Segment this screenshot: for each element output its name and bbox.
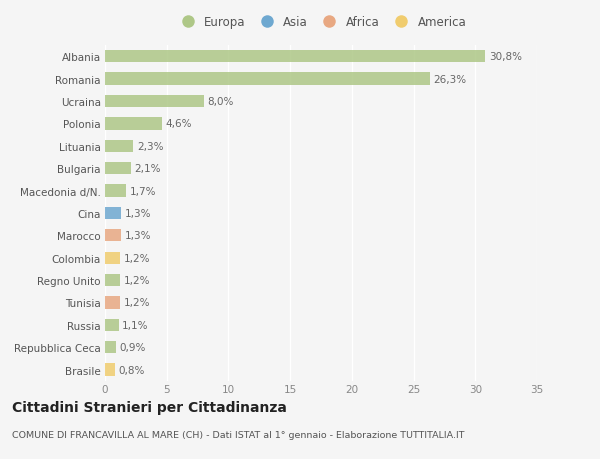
Text: 0,8%: 0,8%: [119, 365, 145, 375]
Bar: [105, 230, 121, 242]
Text: 0,9%: 0,9%: [120, 342, 146, 353]
Text: Cittadini Stranieri per Cittadinanza: Cittadini Stranieri per Cittadinanza: [12, 400, 287, 414]
Bar: [105, 51, 485, 63]
Text: 1,2%: 1,2%: [124, 298, 150, 308]
Text: 1,3%: 1,3%: [125, 208, 151, 218]
Text: 2,3%: 2,3%: [137, 141, 164, 151]
Bar: [105, 95, 204, 108]
Bar: [105, 364, 115, 376]
Bar: [105, 274, 120, 286]
Bar: [105, 185, 126, 197]
Text: 4,6%: 4,6%: [166, 119, 192, 129]
Text: 1,7%: 1,7%: [130, 186, 156, 196]
Bar: [105, 297, 120, 309]
Bar: [105, 319, 119, 331]
Bar: [105, 73, 430, 85]
Text: 30,8%: 30,8%: [489, 52, 522, 62]
Bar: [105, 162, 131, 175]
Text: 2,1%: 2,1%: [134, 164, 161, 174]
Bar: [105, 140, 133, 152]
Text: 1,2%: 1,2%: [124, 275, 150, 285]
Text: 8,0%: 8,0%: [208, 97, 234, 107]
Text: 1,1%: 1,1%: [122, 320, 149, 330]
Text: 26,3%: 26,3%: [433, 74, 466, 84]
Bar: [105, 207, 121, 219]
Legend: Europa, Asia, Africa, America: Europa, Asia, Africa, America: [173, 13, 469, 31]
Bar: [105, 252, 120, 264]
Text: COMUNE DI FRANCAVILLA AL MARE (CH) - Dati ISTAT al 1° gennaio - Elaborazione TUT: COMUNE DI FRANCAVILLA AL MARE (CH) - Dat…: [12, 430, 464, 439]
Bar: [105, 118, 162, 130]
Text: 1,2%: 1,2%: [124, 253, 150, 263]
Bar: [105, 341, 116, 353]
Text: 1,3%: 1,3%: [125, 231, 151, 241]
